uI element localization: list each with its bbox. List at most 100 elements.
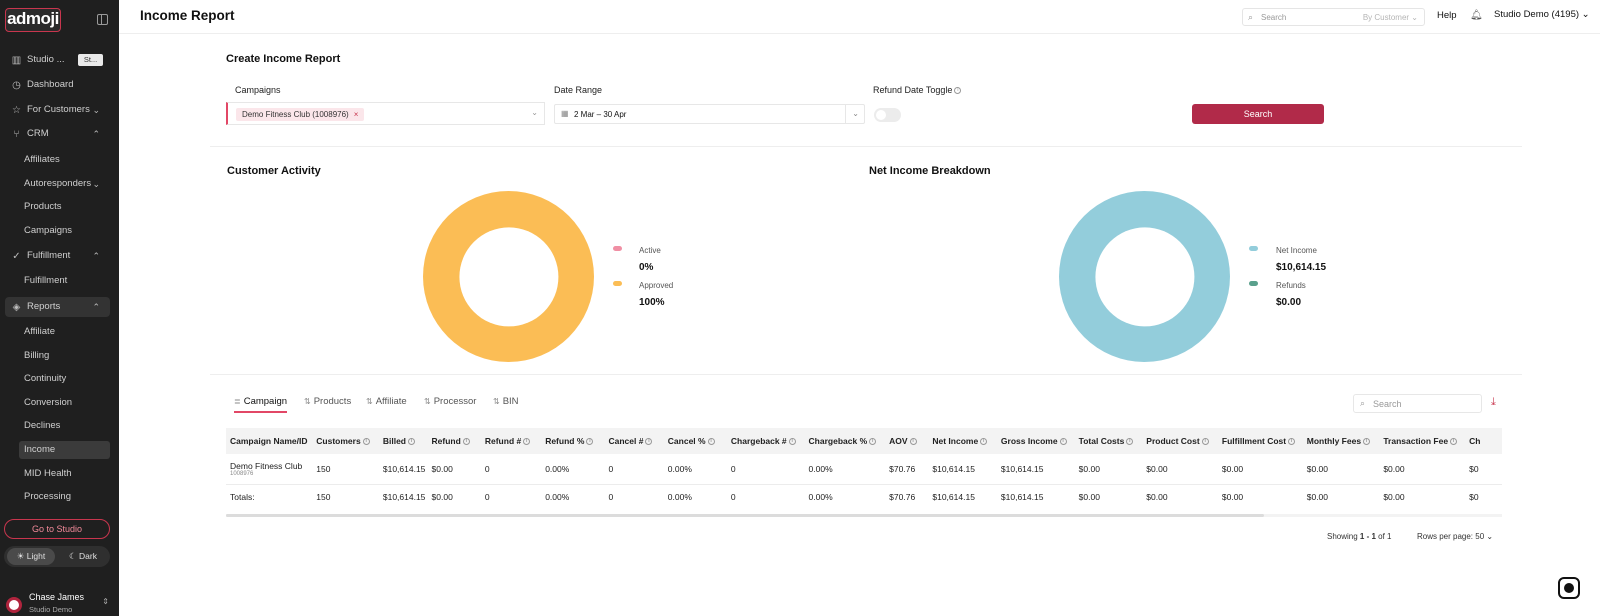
column-header[interactable]: Fulfillment Cost i (1218, 428, 1303, 454)
tab-bin[interactable]: ⇅ BIN (493, 396, 519, 413)
chevron-up-icon: ⌃ (92, 251, 100, 261)
info-icon[interactable]: i (586, 438, 594, 446)
account-menu[interactable]: Studio Demo (4195) ⌄ (1494, 9, 1590, 20)
legend-value-active: 0% (639, 262, 654, 273)
info-icon[interactable]: i (869, 438, 877, 446)
column-header[interactable]: Product Cost i (1142, 428, 1218, 454)
date-range-label: Date Range (554, 85, 603, 95)
theme-dark-button[interactable]: ☾ Dark (59, 548, 107, 565)
sidebar-item-declines[interactable]: Declines (24, 420, 61, 431)
info-icon[interactable]: i (645, 438, 653, 446)
table-search-input[interactable]: ⌕ Search (1353, 394, 1482, 413)
chevron-up-icon: ⌃ (92, 129, 100, 139)
column-header-label: Campaign Name/ID (230, 436, 308, 446)
info-icon[interactable]: i (909, 438, 917, 446)
scrollbar-thumb[interactable] (226, 514, 1264, 517)
studio-switch-tag[interactable]: St... (78, 54, 103, 66)
help-link[interactable]: Help (1437, 10, 1457, 21)
column-header[interactable]: AOV i (885, 428, 928, 454)
info-icon[interactable]: i (707, 438, 715, 446)
sidebar-item-fulfillment[interactable]: ✓ Fulfillment ⌃ (5, 246, 110, 266)
table-cell: $10,614.15 (932, 492, 975, 503)
sidebar-item-fulfillment-sub[interactable]: Fulfillment (24, 275, 68, 286)
search-scope-select[interactable]: By Customer ⌄ (1362, 13, 1418, 22)
sidebar-item-products[interactable]: Products (24, 201, 62, 212)
column-header[interactable]: Chargeback # i (727, 428, 805, 454)
info-icon[interactable]: i (1201, 438, 1209, 446)
info-icon[interactable]: i (408, 438, 416, 446)
info-icon[interactable]: i (1126, 438, 1134, 446)
campaigns-select[interactable]: Demo Fitness Club (1008976) × ⌄ (226, 102, 545, 125)
network-icon: ⑂ (13, 129, 20, 140)
table-cell: 0.00% (545, 463, 570, 474)
column-header[interactable]: Total Costs i (1075, 428, 1143, 454)
table-cell: $0.00 (1383, 492, 1405, 503)
refund-date-toggle[interactable] (874, 108, 901, 122)
tab-products[interactable]: ⇅ Products (304, 396, 351, 413)
sidebar-item-affiliate[interactable]: Affiliate (24, 326, 55, 337)
info-icon[interactable]: i (523, 438, 531, 446)
chevron-down-icon: ⌄ (852, 109, 859, 118)
chat-widget-button[interactable] (1558, 577, 1580, 599)
date-range-picker[interactable]: ▦ 2 Mar – 30 Apr ⌄ (554, 104, 865, 124)
sidebar-item-studio[interactable]: ▥ Studio ... (5, 50, 110, 70)
sidebar-item-income[interactable]: Income (19, 441, 110, 459)
column-header[interactable]: Net Income i (928, 428, 997, 454)
sidebar-item-mid-health[interactable]: MID Health (24, 468, 72, 479)
tab-campaign[interactable]: ≣ Campaign (234, 396, 288, 413)
sidebar-item-autoresponders[interactable]: Autoresponders ⌄ (19, 175, 110, 193)
column-header[interactable]: Refund i (428, 428, 481, 454)
column-header[interactable]: Cancel # i (605, 428, 664, 454)
info-icon[interactable]: i (980, 438, 988, 446)
sidebar-item-campaigns[interactable]: Campaigns (24, 225, 73, 236)
info-icon[interactable]: i (954, 87, 962, 95)
campaign-cell[interactable]: Demo Fitness Club 1008976 (226, 454, 312, 484)
theme-light-button[interactable]: ☀ Light (7, 548, 55, 565)
sidebar-item-processing[interactable]: Processing (24, 491, 71, 502)
info-icon[interactable]: i (788, 438, 796, 446)
column-header[interactable]: Billed i (379, 428, 428, 454)
download-icon[interactable]: ⤓ (1491, 396, 1496, 408)
sidebar-item-for-customers[interactable]: ☆ For Customers ⌄ (5, 100, 110, 120)
column-header[interactable]: Monthly Fees i (1303, 428, 1380, 454)
column-header[interactable]: Chargeback % i (805, 428, 886, 454)
info-icon[interactable]: i (462, 438, 470, 446)
tab-processor[interactable]: ⇅ Processor (424, 396, 476, 413)
tab-label: Campaign (243, 396, 288, 407)
column-header[interactable]: Customers i (312, 428, 379, 454)
close-icon[interactable]: × (353, 110, 359, 119)
search-button[interactable]: Search (1192, 104, 1324, 124)
column-header[interactable]: Refund # i (481, 428, 541, 454)
admoji-logo[interactable]: admoji (5, 8, 61, 32)
totals-label: Totals: (230, 492, 255, 503)
sidebar-item-reports[interactable]: ◈ Reports ⌃ (5, 297, 110, 317)
info-icon[interactable]: i (1450, 438, 1458, 446)
sidebar-item-dashboard[interactable]: ◷ Dashboard (5, 75, 110, 95)
column-header[interactable]: Gross Income i (997, 428, 1075, 454)
rows-per-page-select[interactable]: Rows per page: 50 ⌄ (1417, 532, 1494, 541)
global-search-input[interactable]: ⌕ Search By Customer ⌄ (1242, 8, 1425, 26)
sidebar-item-crm[interactable]: ⑂ CRM ⌃ (5, 124, 110, 144)
sidebar-item-affiliates[interactable]: Affiliates (24, 154, 60, 165)
go-to-studio-button[interactable]: Go to Studio (4, 519, 110, 539)
legend-swatch-approved (613, 281, 622, 286)
sidebar-collapse-icon[interactable] (97, 14, 108, 25)
column-header[interactable]: Transaction Fee i (1379, 428, 1465, 454)
sidebar-item-conversion[interactable]: Conversion (24, 397, 73, 408)
bell-icon[interactable]: 🔔︎ (1470, 10, 1483, 21)
column-header[interactable]: Refund % i (541, 428, 604, 454)
tab-affiliate[interactable]: ⇅ Affiliate (366, 396, 407, 413)
info-icon[interactable]: i (362, 438, 370, 446)
info-icon[interactable]: i (1059, 438, 1067, 446)
column-header[interactable]: Campaign Name/ID (226, 428, 312, 454)
table-row[interactable]: Demo Fitness Club 1008976 150 $10,614.15 $… (226, 454, 1502, 484)
horizontal-scrollbar[interactable] (226, 514, 1502, 517)
column-header[interactable]: Ch (1465, 428, 1502, 454)
info-icon[interactable]: i (1363, 438, 1371, 446)
user-menu[interactable]: Chase James Studio Demo ⇕ (5, 592, 115, 616)
sidebar-item-billing[interactable]: Billing (24, 350, 50, 361)
info-icon[interactable]: i (1288, 438, 1296, 446)
page-title: Income Report (140, 8, 235, 23)
column-header[interactable]: Cancel % i (664, 428, 727, 454)
sidebar-item-continuity[interactable]: Continuity (24, 373, 67, 384)
